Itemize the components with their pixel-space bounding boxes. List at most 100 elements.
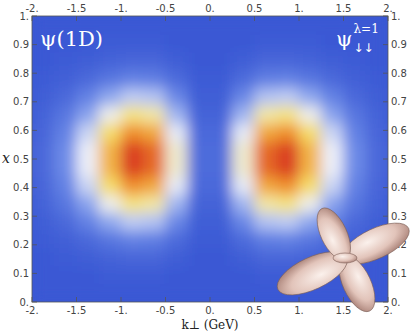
cell [210,16,233,34]
cell [321,69,344,87]
cell [143,87,166,105]
cell [210,230,233,248]
y-tick-label-right: 1. [391,11,401,22]
cell [187,141,210,159]
cell [32,284,55,302]
cell [187,123,210,141]
cell [143,105,166,123]
cell [276,177,299,195]
cell [321,51,344,69]
cell [321,284,344,302]
cell [232,266,255,284]
annotation-superscript: λ=1 [353,22,378,36]
cell [299,69,322,87]
y-tick-right [383,101,388,102]
cell [143,266,166,284]
y-tick [32,273,37,274]
cell [165,87,188,105]
y-tick [32,130,37,131]
cell [54,69,77,87]
y-tick [32,16,37,17]
y-tick-right [383,159,388,160]
cell [121,34,144,52]
x-tick-label: -1.5 [67,305,87,316]
cell [232,194,255,212]
cell [121,194,144,212]
cell [32,266,55,284]
cell [98,284,121,302]
cells [32,16,388,302]
y-tick-right [383,44,388,45]
cell [76,69,99,87]
cell [98,51,121,69]
x-tick-top [76,16,77,21]
cell [365,141,388,159]
cell [232,159,255,177]
y-tick-label: 0.9 [13,39,29,50]
cell [254,16,277,34]
cell [276,87,299,105]
y-tick [32,187,37,188]
x-tick-label-top: -0.5 [156,3,176,14]
x-tick-label: 0.5 [247,305,263,316]
y-tick [32,44,37,45]
cell [210,51,233,69]
cell [254,51,277,69]
cell [254,177,277,195]
cell [165,284,188,302]
y-tick-label-right: 0.9 [391,39,407,50]
orbital-icon [271,203,415,317]
cell [54,177,77,195]
cell [121,266,144,284]
cell [210,87,233,105]
y-tick [32,302,37,303]
x-tick-label-top: 0.5 [247,3,263,14]
cell [365,123,388,141]
y-tick-label: 0.4 [13,182,29,193]
cell [143,51,166,69]
cell [254,69,277,87]
cell [165,248,188,266]
y-tick [32,73,37,74]
cell [165,159,188,177]
cell [276,34,299,52]
cell [32,69,55,87]
y-tick-right [383,187,388,188]
cell [98,141,121,159]
x-tick-top [32,16,33,21]
cell [54,123,77,141]
y-tick [32,244,37,245]
x-tick-label: 0. [205,305,215,316]
y-tick [32,216,37,217]
y-tick-label-right: 0.5 [391,154,407,165]
y-tick-label: 0.7 [13,96,29,107]
cell [321,105,344,123]
x-tick-label: 1. [294,305,304,316]
cell [76,141,99,159]
cell [343,87,366,105]
cell [165,69,188,87]
x-tick-label-top: 1. [294,3,304,14]
cell [54,105,77,123]
cell [343,159,366,177]
x-tick [121,297,122,302]
cell [32,51,55,69]
cell [32,194,55,212]
cell [76,194,99,212]
cell [121,230,144,248]
cell [299,34,322,52]
cell [121,284,144,302]
cell [276,159,299,177]
x-tick [76,297,77,302]
cell [254,123,277,141]
cell [32,105,55,123]
x-tick [299,297,300,302]
x-tick-label: -1. [114,305,127,316]
cell [76,87,99,105]
cell [54,248,77,266]
cell [254,105,277,123]
annotation: ψ(1D) [40,27,103,51]
cell [276,105,299,123]
cell [187,212,210,230]
cell [232,212,255,230]
